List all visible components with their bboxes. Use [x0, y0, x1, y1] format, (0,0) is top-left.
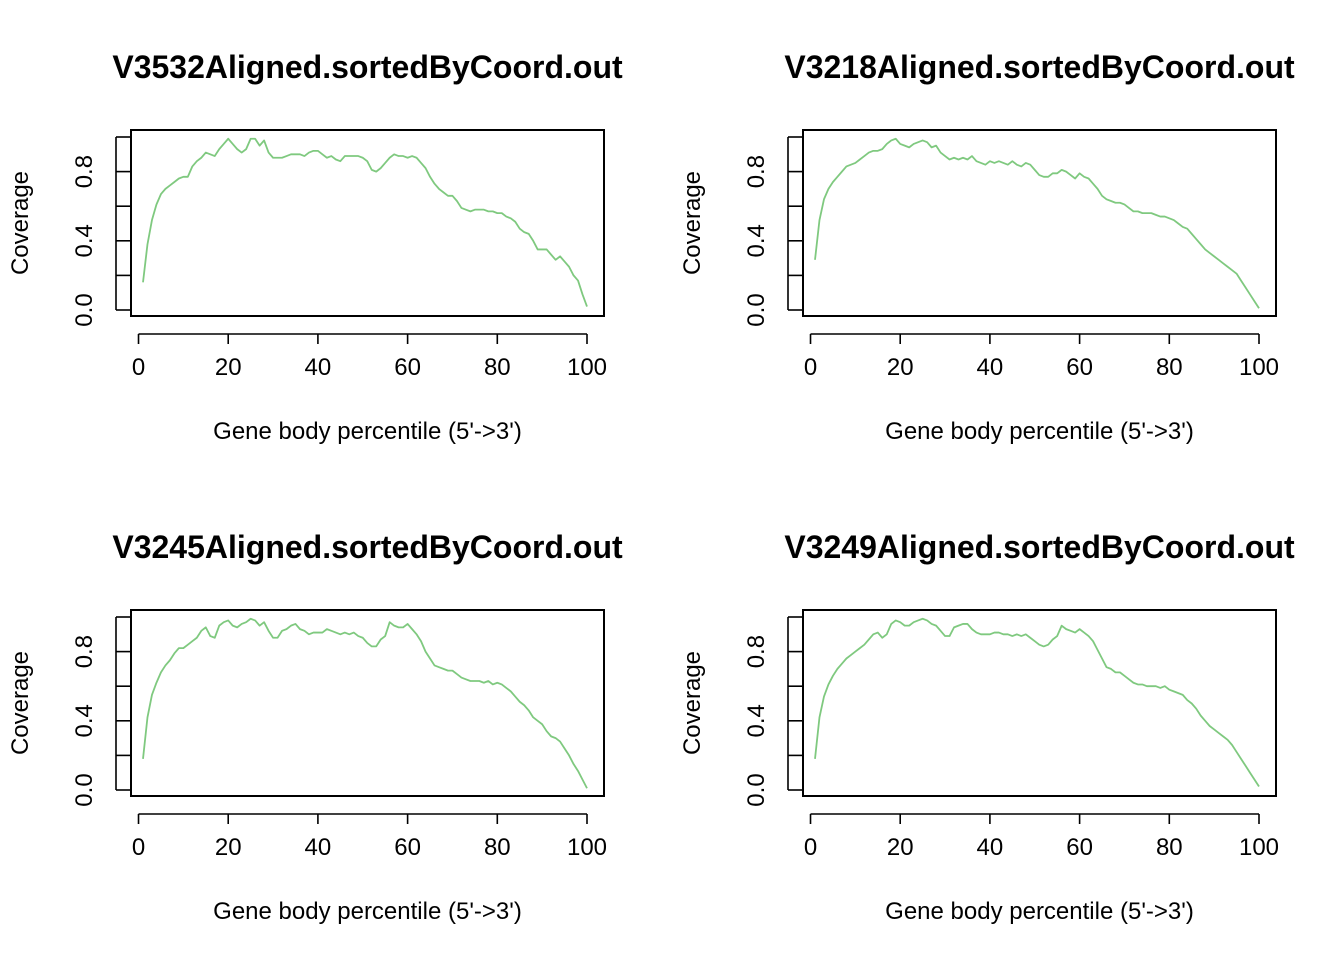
x-axis-label: Gene body percentile (5'->3') — [213, 418, 522, 445]
x-tick-label: 80 — [1156, 354, 1183, 381]
coverage-series-line — [814, 137, 1260, 309]
x-tick-label: 0 — [804, 834, 817, 861]
x-tick-label: 60 — [394, 834, 421, 861]
y-tick-label: 0.4 — [71, 704, 98, 737]
x-tick-label: 80 — [484, 834, 511, 861]
x-tick-label: 40 — [305, 354, 332, 381]
y-tick-label: 0.8 — [71, 635, 98, 668]
y-tick-label: 0.0 — [71, 773, 98, 806]
x-tick-label: 20 — [215, 354, 242, 381]
chart-panel-1: V3532Aligned.sortedByCoord.out 0 20 40 60 80 1… — [7, 49, 623, 445]
x-tick-label: 100 — [567, 354, 607, 381]
x-tick-label: 100 — [567, 834, 607, 861]
chart-title: V3218Aligned.sortedByCoord.out — [784, 49, 1295, 85]
y-tick-label: 0.8 — [71, 155, 98, 188]
y-tick-label: 0.8 — [743, 155, 770, 188]
y-tick-label: 0.0 — [743, 773, 770, 806]
x-tick-label: 40 — [977, 834, 1004, 861]
chart-title: V3249Aligned.sortedByCoord.out — [784, 529, 1295, 565]
coverage-series-line — [142, 617, 588, 789]
chart-panel-4: V3249Aligned.sortedByCoord.out 0 20 40 60 80 1… — [679, 529, 1295, 925]
x-tick-label: 60 — [1066, 834, 1093, 861]
chart-title: V3245Aligned.sortedByCoord.out — [112, 529, 623, 565]
plot-frame — [802, 129, 1277, 317]
x-tick-label: 80 — [1156, 834, 1183, 861]
y-tick-label: 0.4 — [71, 224, 98, 257]
x-tick-label: 0 — [132, 354, 145, 381]
x-tick-label: 40 — [977, 354, 1004, 381]
y-tick-label: 0.4 — [743, 704, 770, 737]
plot-frame — [802, 609, 1277, 797]
plot-frame — [130, 129, 605, 317]
y-tick-label: 0.0 — [743, 293, 770, 326]
x-tick-label: 100 — [1239, 354, 1279, 381]
x-axis-label: Gene body percentile (5'->3') — [213, 898, 522, 925]
coverage-series-line — [814, 617, 1260, 788]
y-tick-label: 0.0 — [71, 293, 98, 326]
y-axis-label: Coverage — [679, 171, 706, 275]
x-tick-label: 20 — [215, 834, 242, 861]
x-tick-label: 0 — [804, 354, 817, 381]
x-tick-label: 20 — [887, 834, 914, 861]
x-tick-label: 100 — [1239, 834, 1279, 861]
x-tick-label: 80 — [484, 354, 511, 381]
y-tick-label: 0.4 — [743, 224, 770, 257]
chart-title: V3532Aligned.sortedByCoord.out — [112, 49, 623, 85]
coverage-series-line — [142, 137, 588, 307]
chart-panel-2: V3218Aligned.sortedByCoord.out 0 20 40 60 80 1… — [679, 49, 1295, 445]
x-tick-label: 0 — [132, 834, 145, 861]
x-tick-label: 60 — [394, 354, 421, 381]
plot-frame — [130, 609, 605, 797]
y-tick-label: 0.8 — [743, 635, 770, 668]
x-axis-label: Gene body percentile (5'->3') — [885, 898, 1194, 925]
y-axis-label: Coverage — [7, 651, 34, 755]
chart-panel-3: V3245Aligned.sortedByCoord.out 0 20 40 60 80 1… — [7, 529, 623, 925]
x-tick-label: 60 — [1066, 354, 1093, 381]
x-tick-label: 20 — [887, 354, 914, 381]
x-tick-label: 40 — [305, 834, 332, 861]
x-axis-label: Gene body percentile (5'->3') — [885, 418, 1194, 445]
y-axis-label: Coverage — [679, 651, 706, 755]
y-axis-label: Coverage — [7, 171, 34, 275]
